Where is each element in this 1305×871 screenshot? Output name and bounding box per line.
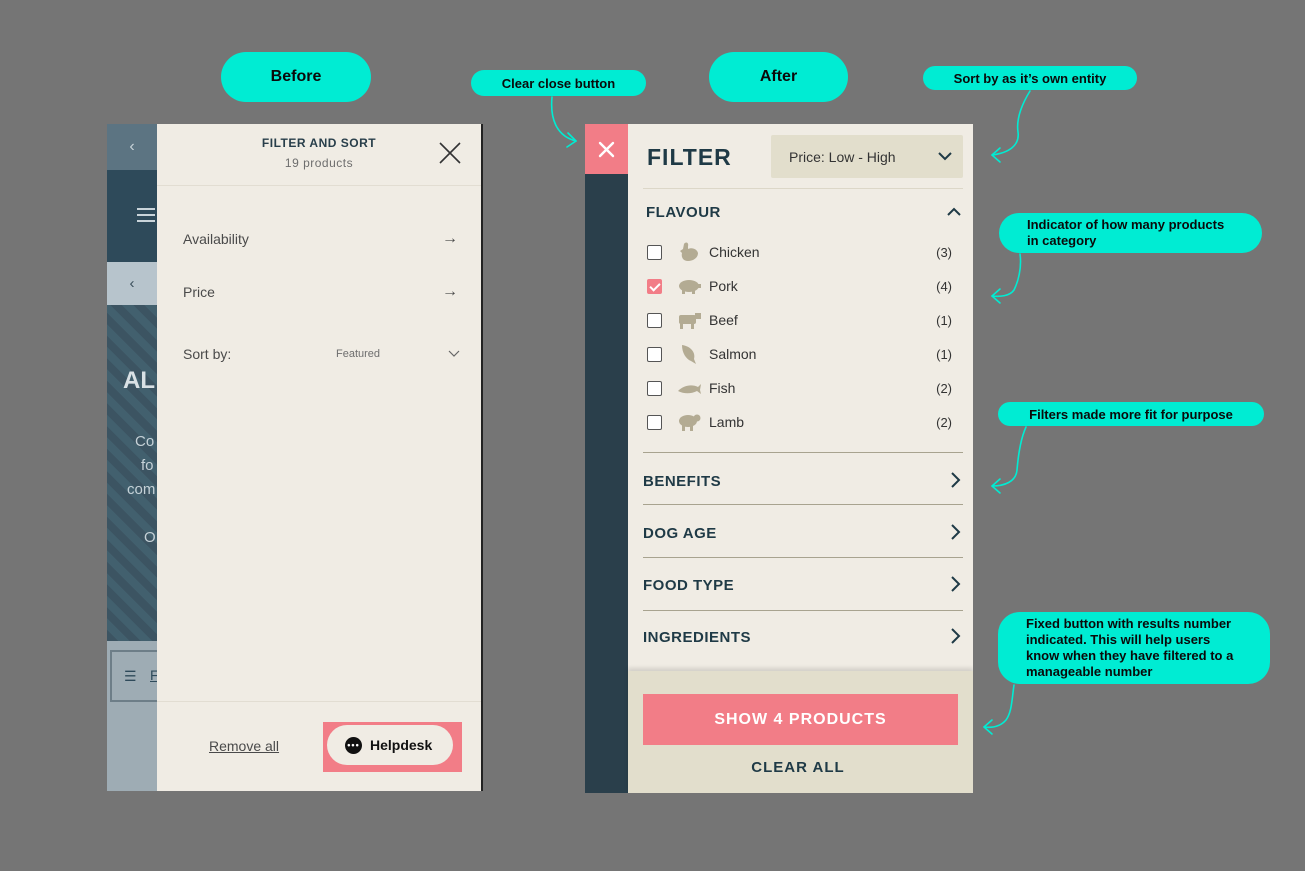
chevron-right-icon (951, 576, 961, 592)
close-icon[interactable] (437, 140, 463, 166)
flavour-option[interactable]: Salmon (1) (647, 342, 952, 366)
divider (643, 188, 963, 189)
product-count: (3) (936, 244, 952, 260)
close-button[interactable] (585, 124, 628, 174)
flavour-option[interactable]: Chicken (3) (647, 240, 952, 264)
product-count: (1) (936, 312, 952, 328)
pig-icon (679, 280, 701, 294)
hero-banner: AL Co fo com O (107, 305, 157, 641)
filter-panel: FILTER Price: Low - High FLAVOUR Chicken… (628, 124, 973, 793)
after-screen: FILTER Price: Low - High FLAVOUR Chicken… (585, 124, 973, 793)
show-products-button[interactable]: SHOW 4 PRODUCTS (643, 694, 958, 745)
arrow-right-icon: → (442, 230, 458, 247)
note-filters-fit: Filters made more fit for purpose (998, 402, 1264, 426)
product-count: (4) (936, 278, 952, 294)
before-label: Before (221, 52, 371, 102)
chevron-right-icon (951, 628, 961, 644)
flavour-option[interactable]: Pork (4) (647, 274, 952, 298)
checkbox[interactable] (647, 312, 662, 328)
sort-select[interactable]: Price: Low - High (771, 135, 963, 178)
checkbox[interactable] (647, 414, 662, 430)
note-sort-by: Sort by as it’s own entity (923, 66, 1137, 90)
backdrop-sidebar (585, 124, 628, 793)
section-dog-age[interactable]: DOG AGE (643, 523, 963, 543)
sticky-footer: SHOW 4 PRODUCTS CLEAR ALL (628, 671, 973, 793)
chevron-right-icon (951, 472, 961, 488)
filter-title: FILTER (647, 144, 732, 170)
drawer-footer: Remove all ••• Helpdesk (157, 701, 481, 791)
chevron-down-icon (938, 152, 952, 161)
after-label: After (709, 52, 848, 102)
helpdesk-button[interactable]: ••• Helpdesk (327, 725, 453, 765)
price-row[interactable]: Price → (183, 283, 458, 300)
arrow-right-icon: → (442, 283, 458, 300)
flavour-option[interactable]: Beef (1) (647, 308, 952, 332)
clear-all-button[interactable]: CLEAR ALL (751, 759, 845, 776)
remove-all-link[interactable]: Remove all (209, 738, 280, 754)
section-ingredients[interactable]: INGREDIENTS (643, 627, 963, 647)
breadcrumb-back-icon[interactable]: ‹ (107, 262, 157, 305)
checkbox[interactable] (647, 346, 662, 362)
divider (643, 610, 963, 611)
divider (643, 452, 963, 453)
salmon-icon (682, 345, 696, 364)
section-benefits[interactable]: BENEFITS (643, 471, 963, 491)
note-fixed-button: Fixed button with results number indicat… (998, 612, 1270, 684)
filter-bar: ☰ F (107, 641, 170, 791)
checkbox[interactable] (647, 380, 662, 396)
drawer-product-count: 19 products (284, 156, 354, 170)
drawer-header: FILTER AND SORT 19 products (157, 124, 481, 186)
before-screen: ‹ ‹ AL Co fo com O ☰ F FILTER AND SORT 1… (107, 124, 483, 791)
close-icon (598, 141, 615, 158)
chevron-right-icon (951, 524, 961, 540)
product-count: (1) (936, 346, 952, 362)
sheep-icon (679, 414, 701, 431)
fish-icon (678, 384, 701, 394)
flavour-option[interactable]: Fish (2) (647, 376, 952, 400)
chevron-up-icon[interactable] (946, 206, 962, 218)
divider (643, 557, 963, 558)
chicken-icon (680, 242, 698, 261)
sort-label: Sort by: (183, 346, 232, 362)
cow-icon (679, 313, 701, 329)
checkbox-checked[interactable] (647, 278, 662, 294)
chevron-down-icon (448, 350, 460, 357)
product-count: (2) (936, 380, 952, 396)
drawer-title: FILTER AND SORT (261, 136, 377, 150)
product-count: (2) (936, 414, 952, 430)
note-indicator: Indicator of how many products in catego… (999, 213, 1262, 253)
sort-select-value[interactable]: Featured (336, 348, 381, 360)
chat-bubble-icon: ••• (345, 736, 362, 754)
helpdesk-highlight: ••• Helpdesk (323, 722, 462, 772)
checkbox[interactable] (647, 244, 662, 260)
availability-row[interactable]: Availability → (183, 230, 458, 247)
hero-title: AL (123, 367, 155, 394)
hero-text: Co fo com O (127, 433, 156, 546)
flavour-option[interactable]: Lamb (2) (647, 410, 952, 434)
flavour-heading[interactable]: FLAVOUR (646, 204, 721, 221)
back-chevron-icon[interactable]: ‹ (107, 124, 157, 170)
note-clear-close: Clear close button (471, 70, 646, 96)
filter-drawer: FILTER AND SORT 19 products Availability… (157, 124, 483, 791)
divider (643, 504, 963, 505)
menu-icon[interactable] (107, 170, 157, 262)
section-food-type[interactable]: FOOD TYPE (643, 575, 963, 595)
sort-row[interactable]: Sort by: Featured (183, 346, 460, 362)
sliders-icon: ☰ (124, 668, 137, 684)
